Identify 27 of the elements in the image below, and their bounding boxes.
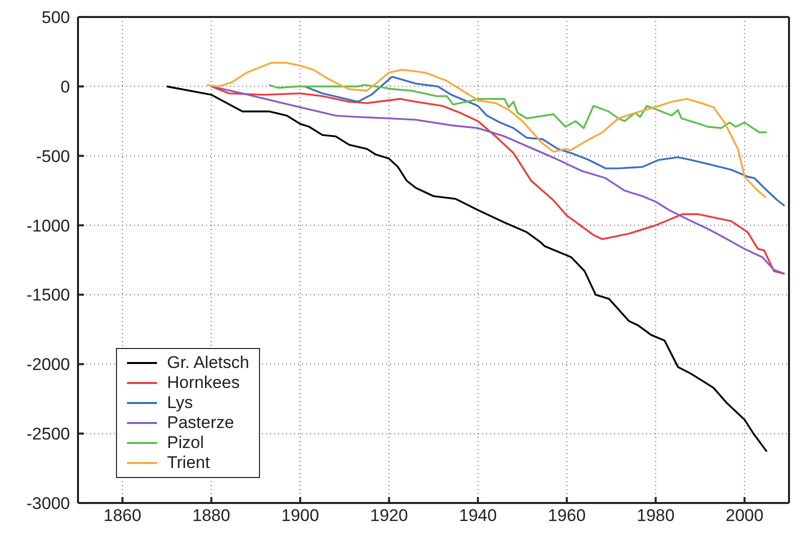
- y-tick-label: 500: [42, 8, 70, 28]
- x-tick-label: 1860: [104, 506, 142, 526]
- y-tick-label: -500: [36, 146, 70, 166]
- x-tick-label: 1880: [192, 506, 230, 526]
- y-tick-label: -2500: [26, 424, 70, 444]
- y-tick-label: 0: [60, 77, 70, 96]
- line-series: [304, 76, 786, 207]
- y-tick-label: -1000: [26, 216, 70, 236]
- line-series: [210, 86, 786, 275]
- line-series: [206, 62, 767, 198]
- y-tick-label: -3000: [26, 494, 70, 514]
- legend-label: Gr. Aletsch: [167, 353, 250, 373]
- x-tick-label: 1900: [281, 506, 320, 526]
- y-tick-label: -1500: [26, 286, 70, 305]
- legend-label: Lys: [167, 393, 193, 413]
- x-tick-label: 2000: [726, 506, 764, 526]
- legend-label: Pizol: [167, 433, 204, 453]
- y-tick-label: -2000: [26, 355, 70, 374]
- x-tick-label: 1920: [370, 506, 408, 526]
- legend-label: Hornkees: [167, 373, 240, 393]
- line-series: [166, 86, 768, 453]
- legend-label: Trient: [167, 453, 210, 473]
- legend-label: Pasterze: [167, 413, 234, 433]
- x-tick-label: 1940: [459, 506, 497, 526]
- line-series: [268, 84, 768, 134]
- x-tick-label: 1960: [548, 506, 586, 526]
- x-tick-label: 1980: [636, 506, 675, 526]
